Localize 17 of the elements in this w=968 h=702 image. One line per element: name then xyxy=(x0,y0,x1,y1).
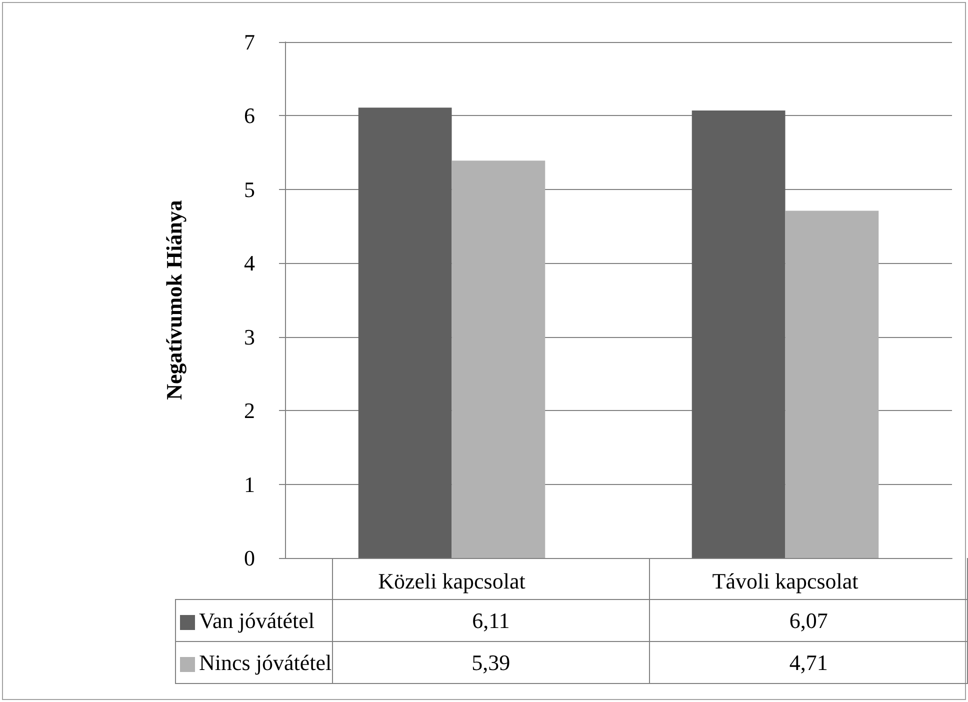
y-axis-title: Negatívumok Hiánya xyxy=(162,200,186,400)
x-tick-label: Távoli kapcsolat xyxy=(712,568,858,594)
data-label: 5,39 xyxy=(332,642,650,684)
y-tick-label: 5 xyxy=(244,176,255,202)
y-tick-label: 6 xyxy=(244,103,255,128)
x-tick-label: Közeli kapcsolat xyxy=(378,568,526,594)
y-tick-label: 7 xyxy=(244,30,255,54)
legend-label: Van jóvátétel xyxy=(176,600,332,642)
data-label: 6,07 xyxy=(650,600,968,642)
legend-label: Nincs jóvátétel xyxy=(176,642,332,684)
data-label: 4,71 xyxy=(650,642,968,684)
y-tick-label: 1 xyxy=(244,472,255,497)
y-tick-label: 0 xyxy=(244,546,255,570)
y-tick-label: 4 xyxy=(244,250,255,276)
y-tick-label: 2 xyxy=(244,398,255,424)
y-tick-label: 3 xyxy=(244,324,255,350)
data-label: 6,11 xyxy=(332,600,650,642)
